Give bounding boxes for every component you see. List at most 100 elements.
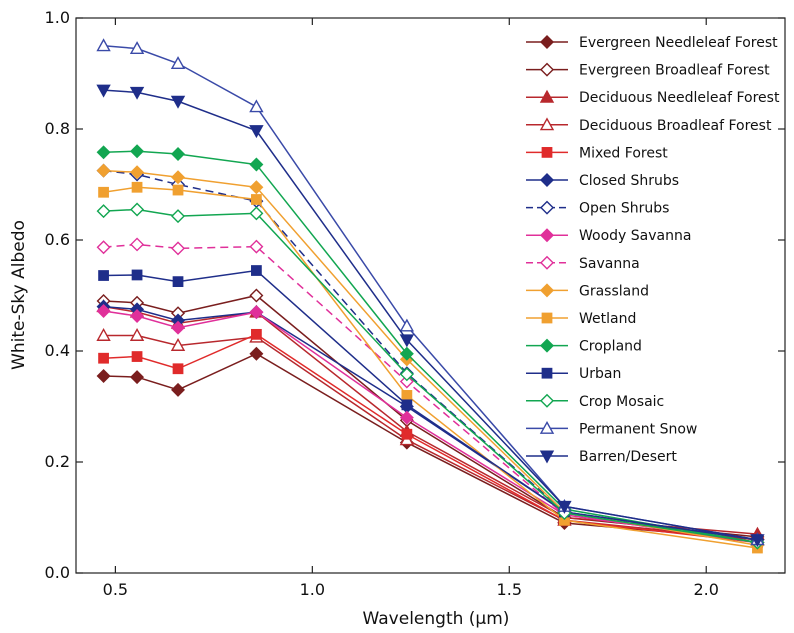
legend-marker [539,450,555,464]
series-layer [96,38,765,554]
legend-marker [540,283,554,298]
data-point [249,206,264,221]
data-point [399,367,414,382]
data-point [171,209,186,224]
data-point [750,534,765,548]
legend-item: Evergreen Broadleaf Forest [526,63,770,79]
legend-marker [540,62,554,77]
x-tick-label: 0.5 [103,580,128,599]
legend-label: Permanent Snow [579,421,697,437]
y-tick-label: 1.0 [45,8,70,27]
series-mixed-forest [98,328,763,548]
series-evergreen-broadleaf-forest [96,288,765,544]
data-point [249,346,264,361]
data-point [96,204,111,219]
y-tick-label: 0.6 [45,230,70,249]
legend-label: Crop Mosaic [579,394,664,410]
data-point [98,352,109,364]
legend-marker [541,367,553,379]
data-point [129,86,145,100]
data-point [172,276,184,288]
data-point [130,202,145,217]
data-point [131,351,143,362]
legend-label: Savanna [579,256,640,272]
data-point [98,270,109,281]
data-point [131,181,143,193]
legend-item: Crop Mosaic [526,394,664,410]
legend-label: Closed Shrubs [579,173,679,189]
data-point [171,241,186,256]
y-axis-label: White-Sky Albedo [9,220,29,370]
series-open-shrubs [96,163,765,550]
data-point [130,370,145,385]
legend-label: Mixed Forest [579,145,668,161]
data-point [401,399,413,411]
legend-item: Woody Savanna [526,228,691,244]
legend-marker [540,35,554,49]
legend-marker [539,420,555,434]
legend-marker [541,147,553,158]
data-point [399,374,414,389]
legend-item: Grassland [526,283,649,299]
data-point [399,318,415,332]
data-point [170,95,186,109]
legend-label: Evergreen Broadleaf Forest [579,63,770,79]
data-point [249,157,264,172]
series-deciduous-needleleaf-forest [96,299,765,540]
legend-marker [539,117,555,131]
data-point [130,165,145,180]
legend-item: Deciduous Needleleaf Forest [526,89,780,106]
x-tick-label: 1.0 [300,580,325,599]
legend-item: Cropland [526,339,642,355]
data-point [399,410,414,425]
series-line [103,334,758,541]
data-point [171,320,186,335]
series-line [103,208,758,544]
data-point [399,334,415,348]
legend-label: Cropland [579,339,642,355]
data-point [249,305,264,320]
series-permanent-snow [96,38,765,546]
y-tick-label: 0.4 [45,341,70,360]
legend-item: Closed Shrubs [526,173,679,189]
series-line [103,294,758,538]
legend-label: Deciduous Broadleaf Forest [579,118,772,134]
legend-label: Barren/Desert [579,449,677,465]
data-point [401,390,413,401]
data-point [172,363,184,375]
legend-label: Woody Savanna [579,228,691,244]
legend-item: Evergreen Needleleaf Forest [526,35,778,51]
x-axis-label: Wavelength (μm) [363,609,510,629]
data-point [401,428,413,440]
legend-marker [540,393,554,408]
legend-marker [539,89,555,103]
data-point [131,269,143,281]
data-point [249,180,264,195]
series-line [103,169,758,544]
legend-label: Grassland [579,283,649,299]
data-point [96,145,111,160]
data-point [557,500,572,514]
legend: Evergreen Needleleaf Forest Evergreen Bro… [526,35,780,465]
legend-item: Wetland [526,311,636,327]
data-point [171,146,186,161]
data-point [171,170,186,185]
legend-marker [540,255,554,270]
y-tick-label: 0.2 [45,452,70,471]
data-point [399,346,414,361]
legend-label: Deciduous Needleleaf Forest [579,90,780,106]
legend-label: Evergreen Needleleaf Forest [579,35,778,51]
x-tick-label: 2.0 [693,580,718,599]
data-point [249,125,264,139]
data-point [251,265,262,276]
data-point [171,382,186,397]
data-point [251,328,262,340]
data-point [96,84,111,98]
legend-item: Permanent Snow [526,420,697,437]
data-point [96,163,111,178]
data-point [96,328,111,341]
data-point [96,240,111,255]
data-point [130,237,145,252]
y-tick-label: 0.0 [45,563,70,582]
data-point [98,186,109,198]
